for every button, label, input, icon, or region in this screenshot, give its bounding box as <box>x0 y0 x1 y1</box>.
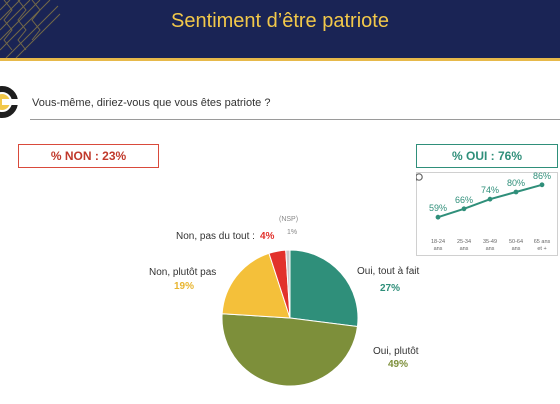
slice-non-plutot-pas <box>221 252 291 319</box>
value-non-plutot-pas: 19% <box>174 281 195 292</box>
slice-nsp <box>285 249 291 319</box>
slice-oui-plutot <box>221 313 359 387</box>
oui-total-badge: % OUI : 76% <box>416 144 558 168</box>
age-tick-label-0-1: ans <box>434 246 443 252</box>
age-tick-label-2-0: 35-49 <box>483 239 497 245</box>
age-tick-label-4-1: et + <box>537 246 546 252</box>
brand-logo-icon <box>0 86 18 118</box>
age-value-label-1: 66% <box>455 195 473 205</box>
label-nsp: (NSP) <box>279 216 299 223</box>
value-non-pas-du-tout: 4% <box>260 231 275 242</box>
age-tick-label-1-1: ans <box>460 246 469 252</box>
label-oui-plutot: Oui, plutôt <box>373 346 419 357</box>
label-non-pas-du-tout: Non, pas du tout : <box>176 231 255 242</box>
age-value-label-4: 86% <box>533 172 551 181</box>
non-total-badge: % NON : 23% <box>18 144 159 168</box>
age-tick-label-3-1: ans <box>512 246 521 252</box>
age-point-0 <box>435 214 441 220</box>
label-oui-tout-a-fait: Oui, tout à fait <box>357 266 420 277</box>
zoom-icon <box>416 173 423 181</box>
age-point-1 <box>461 206 467 212</box>
value-oui-plutot: 49% <box>388 359 409 370</box>
header-divider <box>0 58 560 61</box>
slice-oui-tout-a-fait <box>289 249 359 328</box>
header-bar: Sentiment d’être patriote <box>0 0 560 58</box>
age-value-label-3: 80% <box>507 178 525 188</box>
age-point-4 <box>539 182 545 188</box>
label-non-plutot-pas: Non, plutôt pas <box>149 267 217 278</box>
age-line-chart: 59%18-24ans66%25-34ans74%35-49ans80%50-6… <box>416 172 558 256</box>
age-point-3 <box>513 189 519 195</box>
page-title: Sentiment d’être patriote <box>171 10 389 32</box>
question-divider <box>30 119 560 120</box>
age-value-label-0: 59% <box>429 203 447 213</box>
decorative-pattern <box>0 0 61 58</box>
age-point-2 <box>487 196 493 202</box>
age-tick-label-0-0: 18-24 <box>431 239 445 245</box>
age-tick-label-3-0: 50-64 <box>509 239 523 245</box>
age-tick-label-1-0: 25-34 <box>457 239 471 245</box>
value-oui-tout-a-fait: 27% <box>380 283 401 294</box>
age-value-label-2: 74% <box>481 185 499 195</box>
value-nsp: 1% <box>287 229 298 236</box>
question-text: Vous-même, diriez-vous que vous êtes pat… <box>32 97 271 109</box>
age-tick-label-4-0: 65 ans <box>534 239 551 245</box>
age-tick-label-2-1: ans <box>486 246 495 252</box>
